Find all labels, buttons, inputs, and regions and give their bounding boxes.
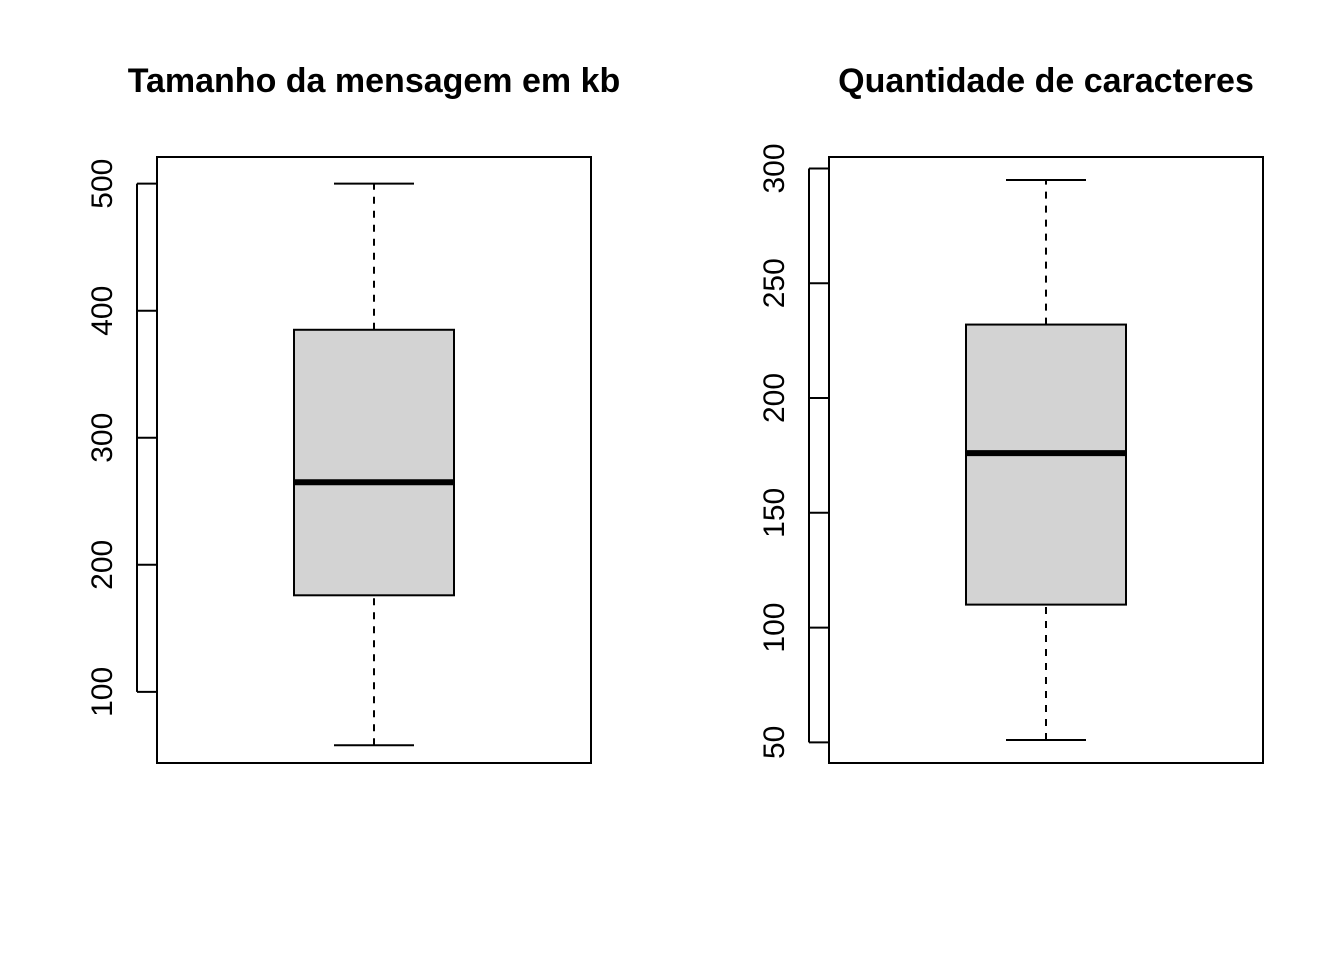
boxplot-panel-character-count: Quantidade de caracteres 50 100 150 200 250 3… xyxy=(758,62,1264,764)
y-tick-label: 200 xyxy=(758,373,791,423)
y-tick-label: 250 xyxy=(758,258,791,308)
y-tick-label: 100 xyxy=(758,603,791,653)
boxplot-panel-message-size: Tamanho da mensagem em kb 100 200 300 400 50… xyxy=(86,62,621,764)
plot-frame xyxy=(156,156,592,764)
interquartile-box xyxy=(965,323,1127,606)
y-tick-label: 200 xyxy=(86,540,119,590)
y-tick-label: 400 xyxy=(86,286,119,336)
y-tick-label: 100 xyxy=(86,667,119,717)
y-axis: 50 100 150 200 250 300 xyxy=(758,143,828,759)
y-tick-label: 500 xyxy=(86,159,119,209)
y-axis: 100 200 300 400 500 xyxy=(86,159,156,717)
box-plot xyxy=(965,178,1127,742)
y-tick-label: 150 xyxy=(758,488,791,538)
chart-title: Quantidade de caracteres xyxy=(838,62,1254,100)
chart-title: Tamanho da mensagem em kb xyxy=(128,62,621,100)
interquartile-box xyxy=(293,328,455,597)
plot-frame xyxy=(828,156,1264,764)
y-tick-label: 300 xyxy=(86,413,119,463)
box-plot xyxy=(293,182,455,747)
y-tick-label: 300 xyxy=(758,143,791,193)
y-tick-label: 50 xyxy=(758,726,791,759)
